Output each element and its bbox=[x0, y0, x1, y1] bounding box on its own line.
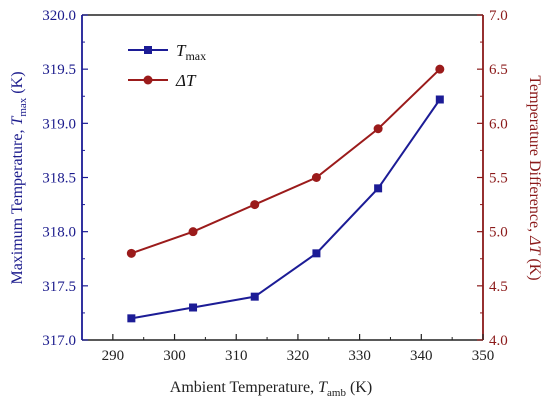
x-tick-label: 330 bbox=[348, 348, 371, 364]
data-point-tmax bbox=[127, 314, 136, 323]
x-tick-label: 340 bbox=[410, 348, 433, 364]
right-y-tick-label: 6.5 bbox=[489, 62, 508, 78]
x-tick-label: 320 bbox=[287, 348, 310, 364]
x-axis-title: Ambient Temperature, Tamb (K) bbox=[170, 379, 372, 399]
data-point-delta-t bbox=[435, 64, 445, 74]
x-tick-label: 350 bbox=[472, 348, 495, 364]
legend-marker-square bbox=[144, 46, 152, 54]
right-y-tick-label: 6.0 bbox=[489, 116, 508, 132]
right-y-tick-label: 5.0 bbox=[489, 225, 508, 241]
data-point-tmax bbox=[250, 292, 259, 301]
right-y-tick-label: 4.0 bbox=[489, 333, 508, 349]
data-point-delta-t bbox=[373, 124, 383, 134]
left-y-tick-label: 318.5 bbox=[42, 171, 76, 187]
left-y-tick-label: 320.0 bbox=[42, 8, 76, 24]
left-y-tick-label: 319.5 bbox=[42, 62, 76, 78]
left-y-tick-label: 319.0 bbox=[42, 116, 76, 132]
data-point-delta-t bbox=[188, 227, 198, 237]
data-point-delta-t bbox=[250, 200, 260, 210]
left-y-tick-label: 317.5 bbox=[42, 279, 76, 295]
right-y-tick-label: 7.0 bbox=[489, 8, 508, 24]
series-line-delta-t bbox=[131, 68, 441, 255]
data-point-tmax bbox=[435, 95, 444, 104]
plot-frame bbox=[81, 14, 484, 341]
x-tick-label: 310 bbox=[225, 348, 248, 364]
right-y-tick-label: 4.5 bbox=[489, 279, 508, 295]
series-group bbox=[126, 64, 445, 323]
legend: Tmax ΔT bbox=[128, 41, 206, 90]
data-point-tmax bbox=[189, 303, 198, 312]
legend-label: ΔT bbox=[175, 71, 197, 90]
x-axis-ticks: 290 300 310 320 330 340 350 bbox=[102, 334, 495, 364]
data-point-tmax bbox=[312, 249, 321, 258]
left-y-axis-ticks: 317.0 317.5 318.0 318.5 319.0 319.5 320.0 bbox=[42, 8, 88, 349]
legend-marker-circle bbox=[143, 75, 153, 85]
left-y-tick-label: 318.0 bbox=[42, 225, 76, 241]
left-y-axis-title: Maximum Temperature, Tmax (K) bbox=[9, 71, 29, 284]
left-y-tick-label: 317.0 bbox=[42, 333, 76, 349]
legend-label: Tmax bbox=[176, 41, 206, 63]
right-y-axis-ticks: 4.0 4.5 5.0 5.5 6.0 6.5 7.0 bbox=[477, 8, 508, 349]
data-point-delta-t bbox=[311, 173, 321, 182]
x-tick-label: 290 bbox=[102, 348, 125, 364]
right-y-tick-label: 5.5 bbox=[489, 171, 508, 187]
x-tick-label: 300 bbox=[163, 348, 186, 364]
data-point-tmax bbox=[374, 184, 383, 193]
series-line-tmax bbox=[131, 98, 441, 320]
right-y-axis-title: Temperature Difference, ΔT (K) bbox=[526, 75, 543, 280]
data-point-delta-t bbox=[126, 248, 136, 258]
